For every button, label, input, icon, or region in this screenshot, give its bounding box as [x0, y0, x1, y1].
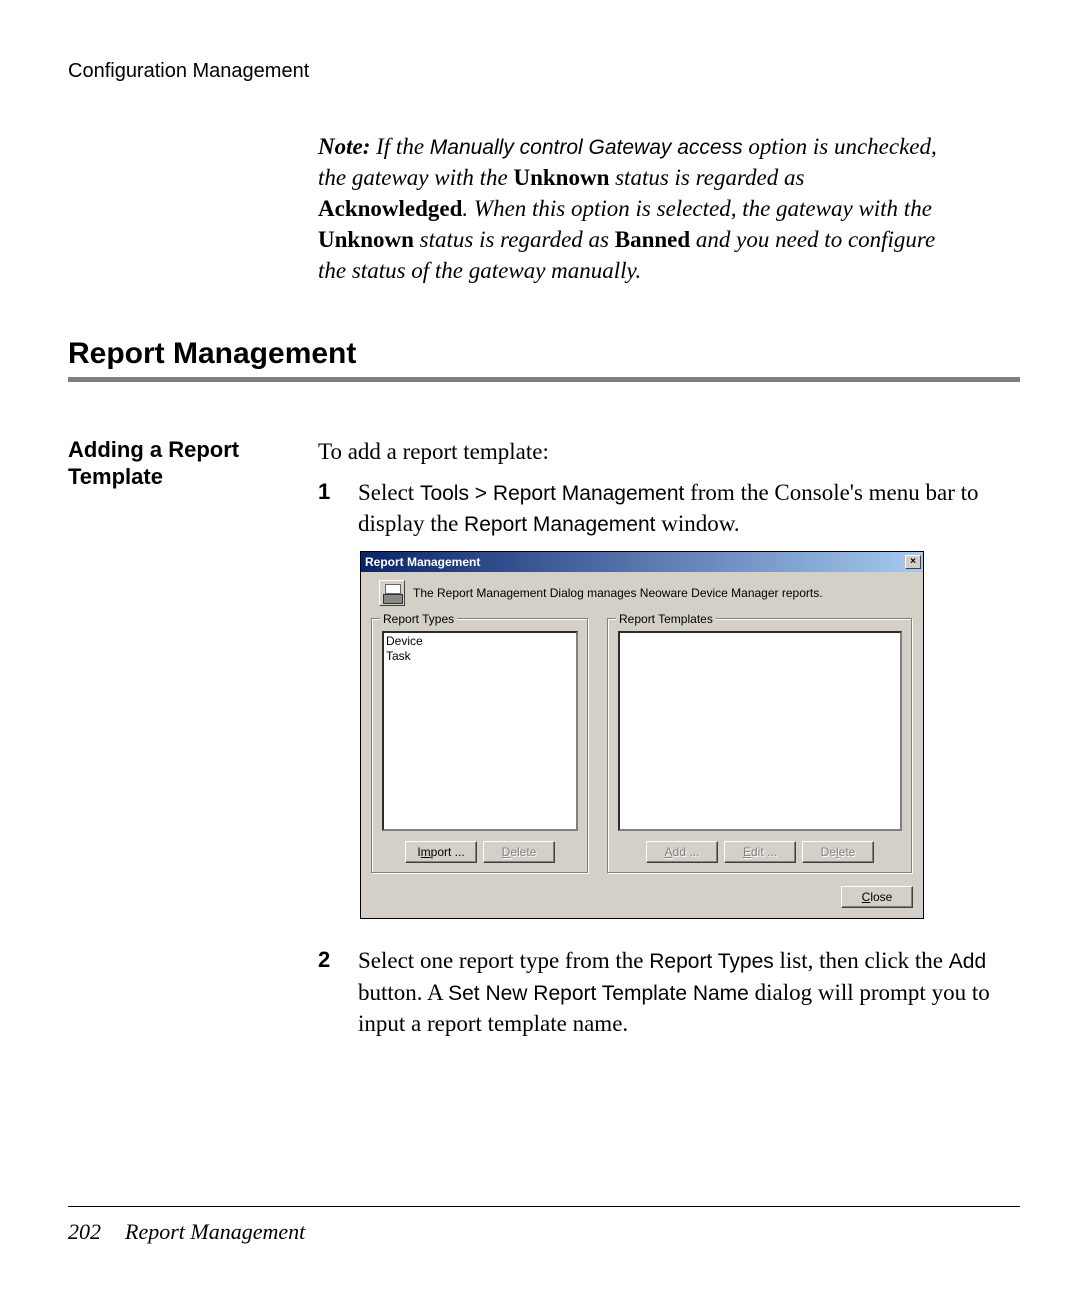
s2-add: Add — [949, 950, 986, 973]
body-column: To add a report template: 1 Select Tools… — [318, 436, 1020, 1049]
dialog-description: The Report Management Dialog manages Neo… — [413, 585, 823, 601]
btn-post: ete — [839, 845, 856, 859]
note-ack: Acknowledged — [318, 196, 462, 221]
btn-u: E — [743, 845, 751, 859]
note-block: Note: If the Manually control Gateway ac… — [318, 131, 960, 287]
note-t4: . When this option is selected, the gate… — [462, 196, 932, 221]
sidebar-heading: Adding a Report Template — [68, 436, 294, 1049]
running-header: Configuration Management — [68, 60, 1020, 83]
dialog-title: Report Management — [365, 554, 905, 570]
report-templates-group: Report Templates Add ... Edit ... Delete — [607, 618, 913, 874]
btn-pre: De — [821, 845, 836, 859]
close-button[interactable]: Close — [841, 886, 913, 908]
report-types-label: Report Types — [380, 611, 457, 627]
report-management-dialog: Report Management × The Report Managemen… — [360, 551, 924, 919]
s2-rt: Report Types — [649, 950, 774, 973]
import-button[interactable]: Import ... — [405, 841, 477, 863]
s2-t1: Select one report type from the — [358, 948, 649, 973]
note-option: Manually control Gateway access — [430, 136, 743, 159]
report-types-list[interactable]: Device Task — [382, 631, 578, 831]
s2-t3: button. A — [358, 980, 448, 1005]
templates-button-row: Add ... Edit ... Delete — [618, 841, 902, 863]
note-t1: If the — [370, 134, 429, 159]
dialog-panels: Report Types Device Task Import ... Dele… — [371, 618, 913, 874]
btn-u: A — [665, 845, 673, 859]
btn-post: port ... — [431, 845, 465, 859]
step-1: 1 Select Tools > Report Management from … — [318, 477, 1020, 540]
list-item[interactable]: Task — [386, 649, 574, 664]
report-templates-list[interactable] — [618, 631, 902, 831]
note-banned: Banned — [615, 227, 690, 252]
list-item[interactable]: Device — [386, 634, 574, 649]
step-2-text: Select one report type from the Report T… — [358, 945, 1020, 1039]
step-1-text: Select Tools > Report Management from th… — [358, 477, 1020, 540]
footer-title: Report Management — [125, 1219, 305, 1244]
step-2-num: 2 — [318, 945, 340, 1039]
s1-t1: Select — [358, 480, 420, 505]
s1-win: Report Management — [464, 513, 655, 536]
btn-post: lose — [870, 890, 892, 904]
btn-u: m — [421, 845, 431, 859]
note-unknown1: Unknown — [513, 165, 609, 190]
delete-template-button[interactable]: Delete — [802, 841, 874, 863]
btn-post: dit ... — [751, 845, 777, 859]
btn-u: D — [502, 845, 511, 859]
dialog-titlebar: Report Management × — [361, 552, 923, 572]
page-footer: 202 Report Management — [68, 1219, 305, 1245]
step-1-num: 1 — [318, 477, 340, 540]
report-templates-label: Report Templates — [616, 611, 716, 627]
page-number: 202 — [68, 1219, 101, 1244]
delete-type-button[interactable]: Delete — [483, 841, 555, 863]
s1-t3: window. — [656, 511, 740, 536]
dialog-description-row: The Report Management Dialog manages Neo… — [371, 580, 913, 606]
note-t5: status is regarded as — [414, 227, 615, 252]
note-t3: status is regarded as — [609, 165, 804, 190]
note-unknown2: Unknown — [318, 227, 414, 252]
s1-menu: Tools > Report Management — [420, 482, 684, 505]
section-rule — [68, 377, 1020, 382]
report-types-group: Report Types Device Task Import ... Dele… — [371, 618, 589, 874]
btn-post: dd ... — [673, 845, 700, 859]
note-prefix: Note: — [318, 134, 370, 159]
close-icon[interactable]: × — [905, 555, 921, 569]
printer-icon — [379, 580, 405, 606]
btn-post: elete — [510, 845, 536, 859]
intro-line: To add a report template: — [318, 436, 1020, 467]
footer-rule — [68, 1206, 1020, 1207]
section-heading: Report Management — [68, 337, 1020, 371]
content-columns: Adding a Report Template To add a report… — [68, 436, 1020, 1049]
types-button-row: Import ... Delete — [382, 841, 578, 863]
edit-button[interactable]: Edit ... — [724, 841, 796, 863]
close-row: Close — [371, 886, 913, 908]
dialog-screenshot: Report Management × The Report Managemen… — [360, 551, 924, 919]
step-2: 2 Select one report type from the Report… — [318, 945, 1020, 1039]
add-button[interactable]: Add ... — [646, 841, 718, 863]
s2-setname: Set New Report Template Name — [448, 982, 749, 1005]
s2-t2: list, then click the — [774, 948, 949, 973]
dialog-body: The Report Management Dialog manages Neo… — [361, 572, 923, 918]
